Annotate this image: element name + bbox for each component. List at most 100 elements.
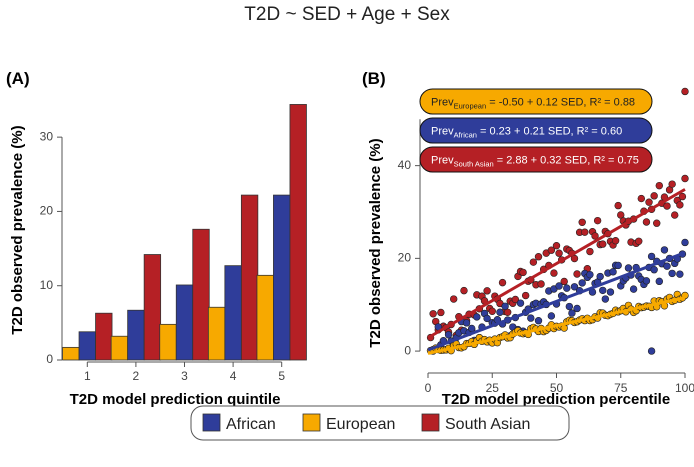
point-african [629,285,638,293]
point-african [555,282,563,290]
point-african [668,269,676,278]
point-south-asian [642,218,651,226]
point-african [573,304,581,313]
point-south-asian [593,216,602,225]
point-south-asian [676,201,684,209]
equation-box-african: PrevAfrican = 0.23 + 0.21 SED, R² = 0.60 [419,117,653,144]
equation-box-south-asian: PrevSouth Asian = 2.88 + 0.32 SED, R² = … [419,146,653,173]
legend-swatch-south-asian [421,413,440,432]
bar-european-q3 [159,323,177,361]
point-south-asian [488,307,496,315]
b-xtick-label: 100 [675,381,694,395]
bar-south-asian-q1 [95,312,113,361]
point-african [501,302,509,310]
bar-african-q1 [78,331,96,361]
point-african [578,279,586,287]
point-south-asian [678,192,687,201]
point-african [609,268,617,276]
point-south-asian [555,249,563,257]
panel-b-ylabel: T2D observed prevalence (%) [367,138,384,347]
point-south-asian [437,308,445,317]
legend-label-african: African [226,416,276,433]
panel-a-xlabel: T2D model prediction quintile [70,391,281,408]
point-outlier [647,347,656,355]
equation-box-bg [419,146,653,173]
panel-a-label: (A) [6,69,30,88]
point-african [663,262,671,270]
panel-b-equation-boxes: PrevEuropean = -0.50 + 0.12 SED, R² = 0.… [419,88,653,173]
panel-b-xlabel: T2D model prediction percentile [442,391,670,408]
a-xtick-label: 4 [230,369,237,383]
point-south-asian [573,270,581,278]
legend: African European South Asian [190,405,570,441]
point-south-asian [653,219,661,227]
point-south-asian [450,295,458,303]
point-south-asian [519,268,527,277]
b-xtick-label: 50 [550,381,564,395]
figure-title: T2D ~ SED + Age + Sex [244,4,450,25]
point-south-asian [635,237,643,245]
point-south-asian [650,192,658,200]
point-african [516,299,525,307]
point-african [599,286,607,295]
panel-a: (A) T2D observed prevalence (%) T2D mode… [6,69,307,408]
point-south-asian [668,180,676,188]
point-south-asian [614,201,622,210]
a-ytick-label: 0 [46,352,53,366]
b-xtick-label: 0 [425,381,432,395]
fit-line-african [427,251,686,352]
point-african [606,288,615,296]
point-african [660,246,669,254]
point-south-asian [671,211,679,219]
a-xtick-label: 3 [181,369,188,383]
point-african [655,277,663,286]
point-south-asian [483,287,491,295]
a-ytick-label: 30 [40,129,54,143]
point-south-asian [429,310,437,318]
a-xtick-label: 5 [278,369,285,383]
point-south-asian [537,280,545,288]
panel-b-axes: 0 25 50 75 100 0 20 40 [398,119,694,395]
point-african [462,319,471,327]
bar-african-q4 [224,265,242,361]
point-south-asian [552,241,561,250]
point-african [483,314,491,323]
point-african [467,324,476,333]
a-ytick-label: 20 [40,204,54,218]
point-south-asian [655,181,663,190]
point-south-asian [460,286,468,295]
point-south-asian [578,218,586,226]
point-african [565,302,574,311]
point-south-asian [560,277,568,286]
equation-box-european: PrevEuropean = -0.50 + 0.12 SED, R² = 0.… [419,88,653,115]
point-south-asian [547,246,556,254]
panel-a-ylabel: T2D observed prevalence (%) [9,125,26,334]
bar-south-asian-q3 [192,228,210,361]
bar-european-q5 [256,274,274,361]
point-african [650,266,658,274]
equation-text: PrevEuropean = -0.50 + 0.12 SED, R² = 0.… [431,97,635,111]
point-south-asian [570,254,579,263]
point-african [624,264,633,272]
b-ytick-label: 0 [404,343,411,357]
equation-text: PrevSouth Asian = 2.88 + 0.32 SED, R² = … [431,155,639,169]
bar-south-asian-q2 [143,254,162,361]
point-african [527,314,535,322]
point-south-asian [681,174,689,183]
point-african [601,295,610,303]
point-south-asian [529,258,538,266]
panel-a-axes: 1 2 3 4 5 0 10 20 30 [40,129,286,383]
panel-b-fit-lines [427,188,686,355]
point-african [647,252,656,261]
fit-line-european [427,296,686,355]
point-south-asian [550,269,558,277]
point-south-asian [599,240,607,248]
point-south-asian [521,291,530,300]
point-african [676,270,684,278]
b-xtick-label: 25 [486,381,500,395]
equation-box-bg [419,117,653,144]
fit-line-south-asian [427,188,686,340]
equation-box-bg [419,88,653,115]
point-african [473,313,481,321]
equation-text: PrevAfrican = 0.23 + 0.21 SED, R² = 0.60 [431,126,622,140]
